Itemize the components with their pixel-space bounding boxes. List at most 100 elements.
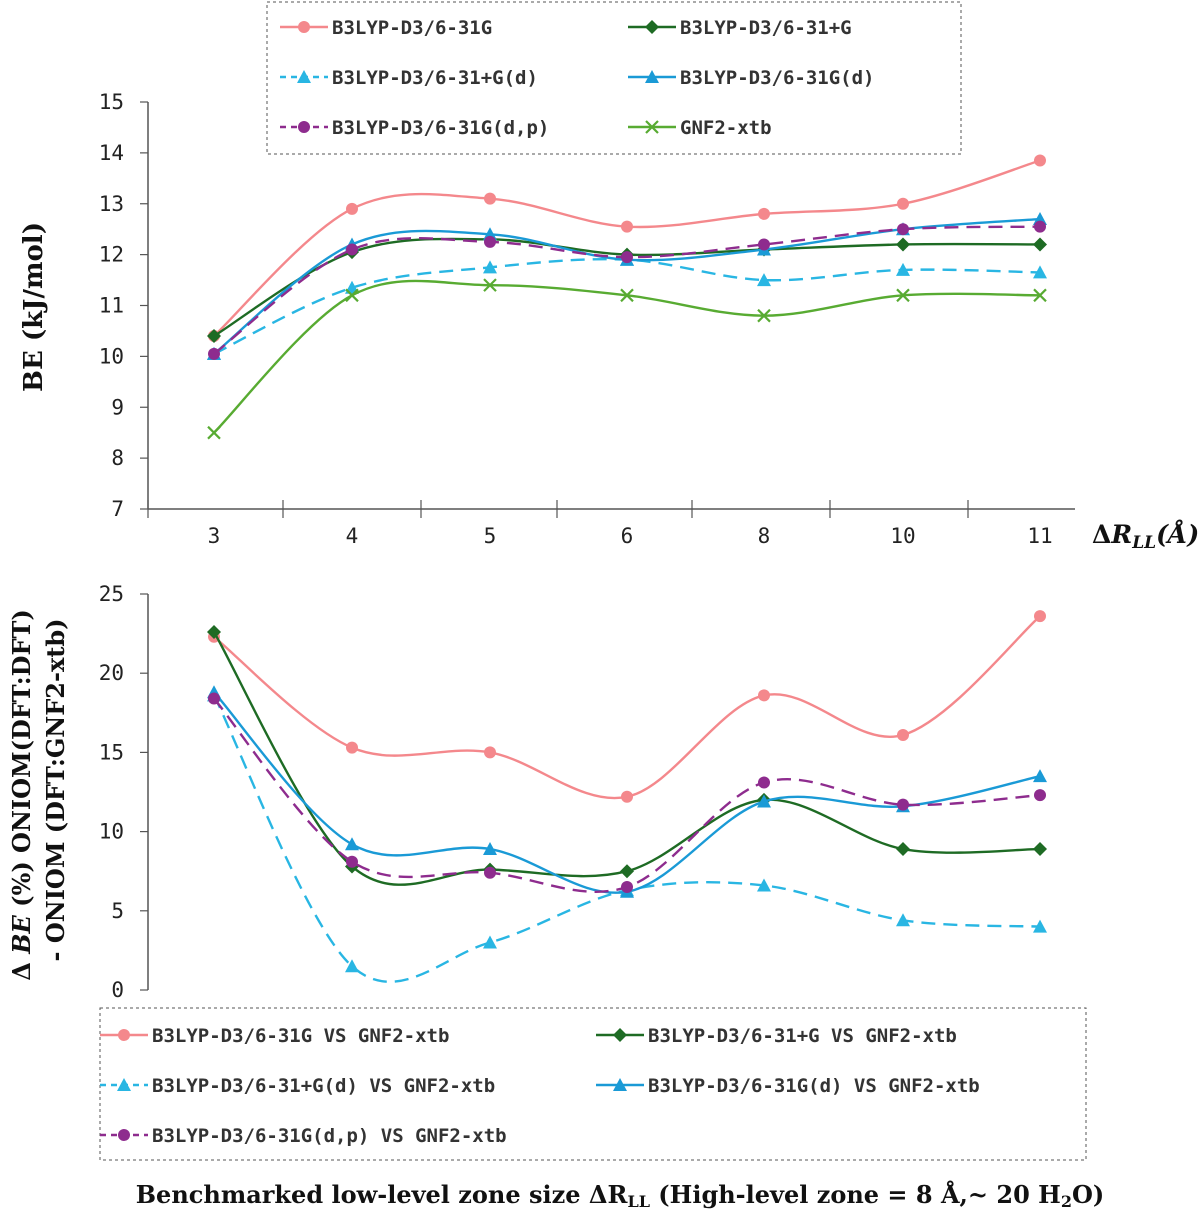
top-y-axis-title: BE (kJ/mol) xyxy=(19,222,49,392)
bottom-legend-label: B3LYP-D3/6-31G(d,p) VS GNF2-xtb xyxy=(152,1125,507,1147)
top-x-axis-title-sub: LL xyxy=(1131,533,1156,553)
bottom-series-1 xyxy=(207,625,1047,886)
top-data-point xyxy=(483,278,497,292)
bottom-y-title-suffix: (%) ONIOM(DFT:DFT) xyxy=(7,609,36,915)
top-data-point xyxy=(1033,265,1047,279)
bottom-data-point xyxy=(484,866,496,879)
bottom-data-point xyxy=(897,728,909,741)
top-y-tick-label: 9 xyxy=(111,395,124,419)
bottom-data-point xyxy=(1033,769,1047,783)
top-x-ticks: 3 4 5 6 8 10 11 xyxy=(147,500,1053,548)
top-data-point xyxy=(1034,220,1046,233)
bottom-legend-entry: B3LYP-D3/6-31G(d,p) VS GNF2-xtb xyxy=(100,1125,507,1147)
bottom-x-title-sub: LL xyxy=(627,1192,650,1211)
bottom-data-point xyxy=(758,689,770,702)
top-chart: 7 8 9 10 11 12 13 14 15 3 4 5 6 8 10 11 BE (kJ/mol) ΔR… xyxy=(19,1,1199,553)
top-legend-box xyxy=(266,1,962,155)
bottom-data-point xyxy=(621,790,633,803)
top-series-2 xyxy=(207,252,1047,360)
bottom-data-point xyxy=(208,692,220,705)
top-data-point xyxy=(758,238,770,251)
top-y-tick-label: 14 xyxy=(99,141,124,165)
top-legend-entry: B3LYP-D3/6-31G xyxy=(280,17,492,39)
bottom-y-tick-label: 20 xyxy=(99,661,124,685)
bottom-legend-swatch-marker xyxy=(613,1028,627,1042)
bottom-data-point xyxy=(620,864,634,879)
top-series-line xyxy=(213,279,1041,434)
bottom-series-4 xyxy=(208,692,1046,894)
bottom-y-title-prefix: Δ xyxy=(7,954,36,981)
top-data-point xyxy=(620,288,634,303)
top-data-point xyxy=(1033,288,1047,303)
bottom-legend-entry: B3LYP-D3/6-31+G(d) VS GNF2-xtb xyxy=(100,1075,495,1097)
bottom-x-axis-title: Benchmarked low-level zone size ΔRLL (Hi… xyxy=(136,1180,1104,1211)
top-data-point xyxy=(483,227,497,241)
top-legend-swatch-marker xyxy=(297,70,311,83)
top-data-point xyxy=(757,273,771,287)
top-legend-swatch-marker xyxy=(645,120,659,134)
bottom-data-point xyxy=(621,881,633,894)
bottom-y-tick-label: 25 xyxy=(99,582,124,606)
top-legend-label: B3LYP-D3/6-31G(d) xyxy=(680,67,874,89)
top-data-point xyxy=(484,192,496,205)
top-data-point xyxy=(346,202,358,215)
bottom-series-2 xyxy=(207,688,1047,983)
top-data-point xyxy=(208,347,220,360)
top-x-tick-label: 5 xyxy=(484,524,497,548)
bottom-data-point xyxy=(1034,610,1046,623)
top-legend-entry: B3LYP-D3/6-31+G xyxy=(628,17,852,39)
top-y-tick-label: 8 xyxy=(111,446,124,470)
bottom-y-ticks: 0 5 10 15 20 25 xyxy=(99,582,148,1002)
top-legend-label: B3LYP-D3/6-31G(d,p) xyxy=(332,117,549,139)
bottom-legend-entries: B3LYP-D3/6-31G VS GNF2-xtb B3LYP-D3/6-31+… xyxy=(100,1025,980,1147)
bottom-data-point xyxy=(896,842,910,857)
bottom-x-title-prefix: Benchmarked low-level zone size ΔR xyxy=(136,1180,629,1209)
bottom-legend-label: B3LYP-D3/6-31G(d) VS GNF2-xtb xyxy=(648,1075,980,1097)
top-data-point xyxy=(345,288,359,303)
top-y-tick-label: 10 xyxy=(99,344,124,368)
bottom-chart: 0 5 10 15 20 25 Δ BE (%) ONIOM(DFT:DFT) - ONI… xyxy=(7,582,1087,1161)
top-data-point xyxy=(1033,212,1047,226)
top-legend-entry: GNF2-xtb xyxy=(628,117,772,139)
bottom-legend-entry: B3LYP-D3/6-31+G VS GNF2-xtb xyxy=(596,1025,957,1047)
top-x-tick-label: 11 xyxy=(1027,524,1052,548)
top-data-point xyxy=(621,251,633,264)
top-x-tick-label: 8 xyxy=(758,524,771,548)
bottom-legend-swatch-marker xyxy=(117,1078,131,1091)
bottom-y-tick-label: 0 xyxy=(111,978,124,1002)
top-legend-label: B3LYP-D3/6-31+G xyxy=(680,17,852,39)
top-series xyxy=(207,154,1047,440)
top-legend-label: B3LYP-D3/6-31G xyxy=(332,17,492,39)
top-series-1 xyxy=(207,232,1047,344)
bottom-y-tick-label: 10 xyxy=(99,820,124,844)
top-x-axis-title-delta: Δ xyxy=(1092,520,1111,549)
bottom-legend: B3LYP-D3/6-31G VS GNF2-xtb B3LYP-D3/6-31+… xyxy=(99,1007,1087,1161)
top-series-0 xyxy=(208,154,1046,343)
top-y-tick-label: 13 xyxy=(99,192,124,216)
top-legend-entry: B3LYP-D3/6-31+G(d) xyxy=(280,67,538,89)
top-data-point xyxy=(483,260,497,274)
top-series-4 xyxy=(208,220,1046,360)
top-x-tick-label: 10 xyxy=(890,524,915,548)
top-series-line xyxy=(213,217,1041,355)
top-legend-swatch-marker xyxy=(645,70,659,83)
top-x-tick-label: 4 xyxy=(346,524,359,548)
top-series-5 xyxy=(207,278,1047,440)
top-data-point xyxy=(621,220,633,233)
bottom-y-axis-title-line2: - ONIOM (DFT:GNF2-xtb) xyxy=(41,619,70,962)
top-data-point xyxy=(1033,237,1047,252)
top-data-point xyxy=(896,288,910,303)
top-data-point xyxy=(207,425,221,440)
top-data-point xyxy=(757,308,771,323)
top-y-tick-label: 7 xyxy=(111,497,124,521)
bottom-y-title-italic: BE xyxy=(7,914,36,954)
bottom-data-point xyxy=(483,935,497,949)
bottom-data-point xyxy=(896,913,910,927)
bottom-data-point xyxy=(757,794,771,808)
bottom-data-point xyxy=(207,625,221,640)
top-legend-swatch-marker xyxy=(645,20,659,34)
top-data-point xyxy=(897,197,909,210)
bottom-data-point xyxy=(1033,842,1047,857)
bottom-data-point xyxy=(758,776,770,789)
